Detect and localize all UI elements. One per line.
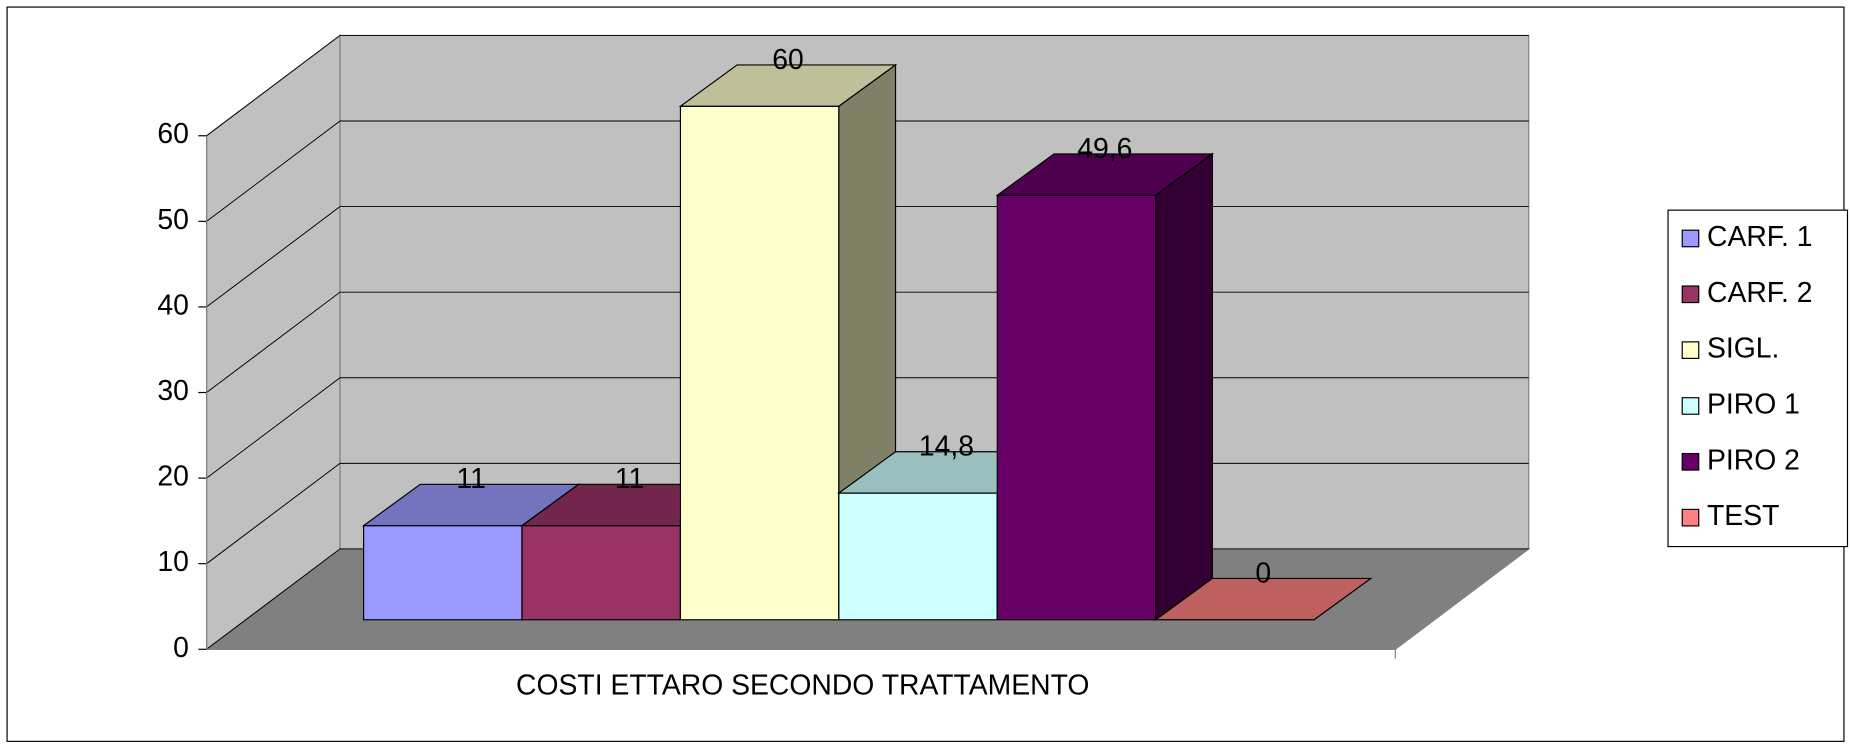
- y-tick-label: 40: [157, 289, 189, 321]
- bar-front: [679, 105, 840, 621]
- data-label: 49,6: [1077, 133, 1132, 165]
- legend-swatch: [1681, 229, 1700, 248]
- chart-body: 0 10 20 30 40 50 60 COSTI ETTARO SECONDO TRATTA…: [6, 6, 1849, 742]
- grid-line: [206, 34, 1529, 137]
- bar-side: [1155, 152, 1213, 621]
- y-tick-label: 10: [157, 546, 189, 578]
- legend-label: CARF. 2: [1707, 277, 1812, 309]
- bar-front: [363, 525, 523, 621]
- legend-swatch: [1681, 452, 1700, 471]
- legend-swatch: [1681, 508, 1700, 527]
- grid-line: [206, 120, 1529, 222]
- bar-top: [1153, 577, 1373, 621]
- y-tick-label: 20: [157, 461, 189, 493]
- legend-label: PIRO 1: [1707, 388, 1800, 420]
- data-label: 14,8: [919, 431, 974, 463]
- y-tick-label: 30: [157, 375, 189, 407]
- legend-label: TEST: [1707, 500, 1779, 532]
- legend-swatch: [1681, 285, 1700, 304]
- legend-swatch: [1681, 341, 1700, 359]
- x-tick-label: COSTI ETTARO SECONDO TRATTAMENTO: [516, 670, 1089, 702]
- y-tick-label: 50: [157, 204, 189, 236]
- data-label: 11: [456, 463, 485, 495]
- bar-front: [838, 492, 998, 621]
- data-label: 60: [772, 44, 804, 76]
- legend-label: CARF. 1: [1707, 221, 1812, 253]
- data-label: 0: [1255, 557, 1271, 589]
- y-tick-label: 0: [173, 632, 189, 664]
- bar-front: [521, 525, 682, 621]
- bar-front: [996, 194, 1157, 621]
- legend-label: PIRO 2: [1707, 444, 1800, 476]
- legend-swatch: [1681, 397, 1700, 415]
- legend-label: SIGL.: [1707, 333, 1779, 365]
- y-tick-label: 60: [157, 118, 189, 150]
- legend: [1667, 209, 1849, 548]
- data-label: 11: [615, 463, 644, 495]
